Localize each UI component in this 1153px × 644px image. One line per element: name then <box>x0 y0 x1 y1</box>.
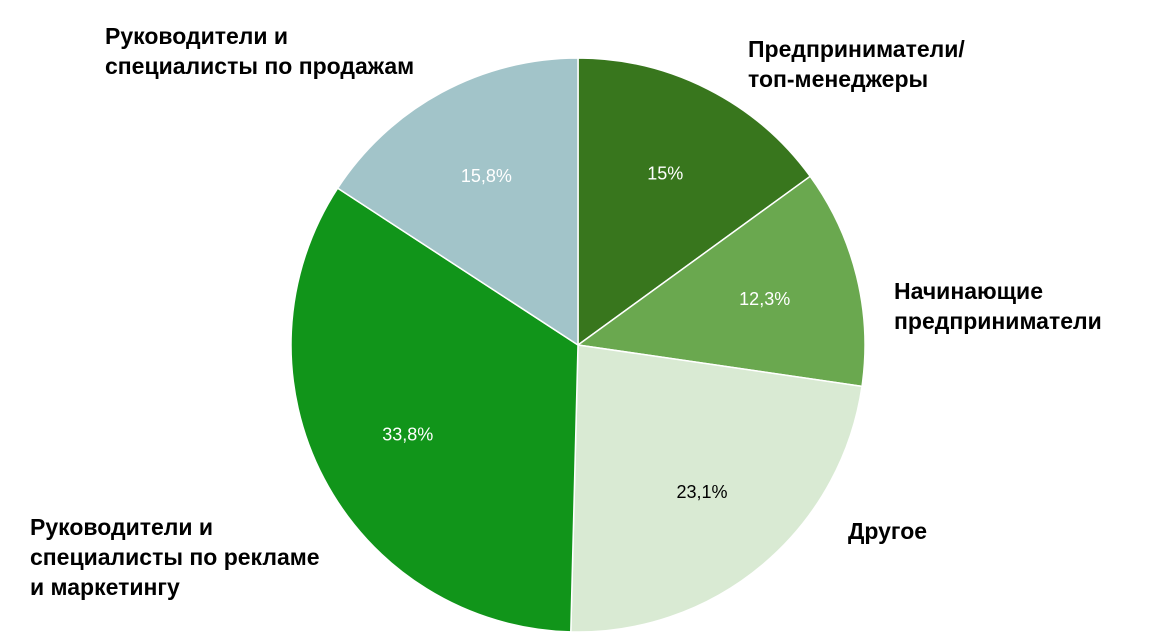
category-label-line: Начинающие <box>894 278 1043 304</box>
category-label-line: Руководители и <box>105 23 288 49</box>
category-label-line: специалисты по продажам <box>105 53 414 79</box>
category-label-line: топ-менеджеры <box>748 66 928 92</box>
category-label-5: Руководители и специалисты по продажам <box>105 23 414 79</box>
category-label-line: предприниматели <box>894 308 1102 334</box>
category-label-2: Начинающие предприниматели <box>894 278 1102 334</box>
category-label-line: Предприниматели/ <box>748 36 965 62</box>
value-label-3: 23,1% <box>676 482 727 502</box>
value-label-5: 15,8% <box>461 166 512 186</box>
category-label-line: Руководители и <box>30 514 213 540</box>
pie-slice-2 <box>577 175 866 388</box>
pie-slice-3 <box>570 344 863 633</box>
pie-slice-4 <box>290 187 579 633</box>
pie-slices <box>290 57 866 633</box>
value-labels: 15% 12,3% 23,1% 33,8% 15,8% <box>382 164 790 502</box>
pie-slice-1 <box>577 57 811 346</box>
category-label-3: Другое <box>848 518 927 544</box>
pie-slice-5 <box>336 57 579 346</box>
category-label-line: специалисты по рекламе <box>30 544 320 570</box>
category-label-1: Предприниматели/топ-менеджеры <box>748 36 965 92</box>
category-label-line: и маркетингу <box>30 574 180 600</box>
category-labels: Предприниматели/топ-менеджеры Начинающие п… <box>30 23 1102 600</box>
value-label-2: 12,3% <box>739 289 790 309</box>
value-label-1: 15% <box>647 164 683 184</box>
category-label-line: Другое <box>848 518 927 544</box>
category-label-4: Руководители и специалисты по рекламе и ма… <box>30 514 320 600</box>
value-label-4: 33,8% <box>382 424 433 444</box>
